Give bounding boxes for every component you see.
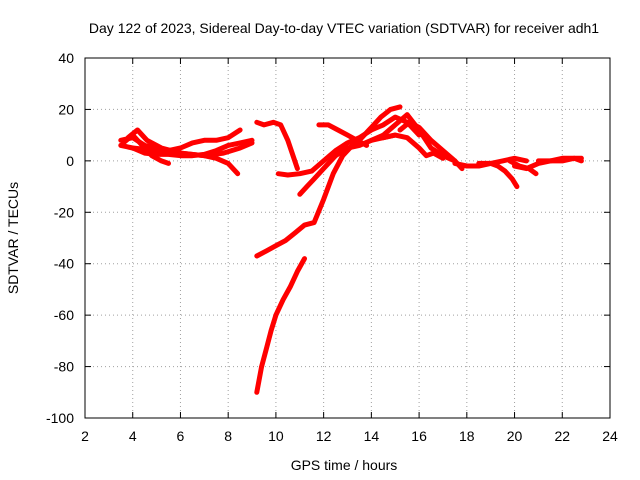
y-tick-label: 0 (66, 153, 74, 169)
y-tick-label: -80 (54, 359, 74, 375)
series-track-7 (275, 114, 422, 178)
series-track-19 (535, 155, 584, 164)
x-tick-label: 20 (507, 428, 523, 444)
series-track-14 (397, 119, 465, 172)
x-tick-label: 12 (316, 428, 332, 444)
x-tick-label: 16 (411, 428, 427, 444)
x-tick-label: 8 (224, 428, 232, 444)
grid (85, 58, 610, 418)
x-tick-label: 4 (129, 428, 137, 444)
x-axis-label: GPS time / hours (291, 457, 398, 473)
series-track-5 (125, 127, 255, 159)
x-tick-label: 22 (554, 428, 570, 444)
y-tick-label: -60 (54, 307, 74, 323)
y-tick-label: -20 (54, 204, 74, 220)
series-track-18 (507, 158, 539, 177)
series-track-16 (476, 160, 520, 190)
y-axis-ticks: -100 -80 -60 -40 -20 0 20 40 (46, 50, 610, 426)
y-tick-label: -40 (54, 256, 74, 272)
series-track-11 (316, 122, 370, 148)
y-tick-label: -100 (46, 410, 74, 426)
plot-frame (84, 57, 611, 419)
y-axis-label: SDTVAR / TECUs (5, 182, 21, 294)
x-tick-label: 24 (602, 428, 618, 444)
y-tick-label: 20 (58, 101, 74, 117)
series-track-9 (254, 256, 307, 395)
series-track-6 (254, 119, 300, 172)
y-tick-label: 40 (58, 50, 74, 66)
x-tick-label: 2 (81, 428, 89, 444)
chart-title: Day 122 of 2023, Sidereal Day-to-day VTE… (89, 20, 599, 36)
x-tick-label: 14 (364, 428, 380, 444)
x-tick-label: 10 (268, 428, 284, 444)
x-axis-ticks: 2 4 6 8 10 12 14 16 18 20 22 24 (81, 58, 618, 444)
series-group (118, 104, 584, 395)
x-tick-label: 6 (177, 428, 185, 444)
series-track-13 (380, 132, 446, 161)
series-track-8 (254, 104, 403, 259)
x-tick-label: 18 (459, 428, 475, 444)
